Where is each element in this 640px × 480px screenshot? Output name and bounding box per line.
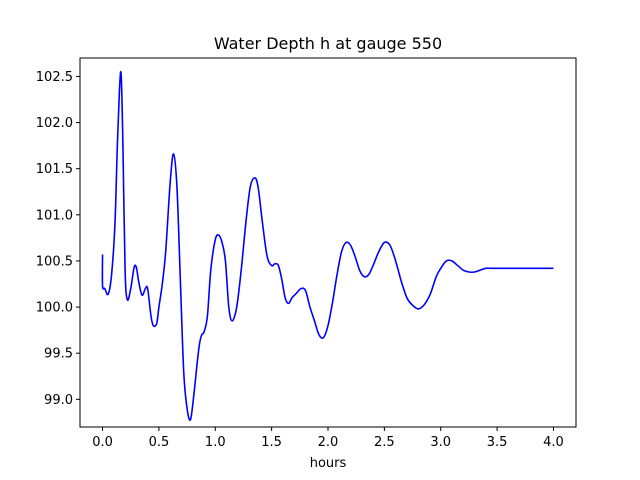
x-axis: 0.0 0.5 1.0 1.5 2.0 2.5 3.0 3.5 4.0 xyxy=(92,427,564,450)
y-tick-label: 102.5 xyxy=(36,70,73,85)
x-tick-label: 0.5 xyxy=(149,435,170,450)
x-tick-label: 0.0 xyxy=(92,435,113,450)
x-tick-label: 4.0 xyxy=(543,435,564,450)
x-tick-label: 2.5 xyxy=(374,435,395,450)
x-tick-label: 1.5 xyxy=(261,435,282,450)
series-line xyxy=(101,70,554,421)
y-axis: 99.0 99.5 100.0 100.5 101.0 101.5 102.0 102.5 xyxy=(36,70,80,408)
y-tick-label: 101.5 xyxy=(36,162,73,177)
chart-title: Water Depth h at gauge 550 xyxy=(214,34,442,53)
y-tick-label: 101.0 xyxy=(36,208,73,223)
x-tick-label: 1.0 xyxy=(205,435,226,450)
y-tick-label: 102.0 xyxy=(36,116,73,131)
y-tick-label: 100.5 xyxy=(36,254,73,269)
y-tick-label: 99.0 xyxy=(44,393,73,408)
y-tick-label: 100.0 xyxy=(36,301,73,316)
x-tick-label: 3.0 xyxy=(430,435,451,450)
x-tick-label: 2.0 xyxy=(318,435,339,450)
plot-area xyxy=(101,70,554,421)
x-axis-label: hours xyxy=(310,456,347,471)
x-tick-label: 3.5 xyxy=(487,435,508,450)
axes-frame xyxy=(79,57,577,428)
y-tick-label: 99.5 xyxy=(44,347,73,362)
